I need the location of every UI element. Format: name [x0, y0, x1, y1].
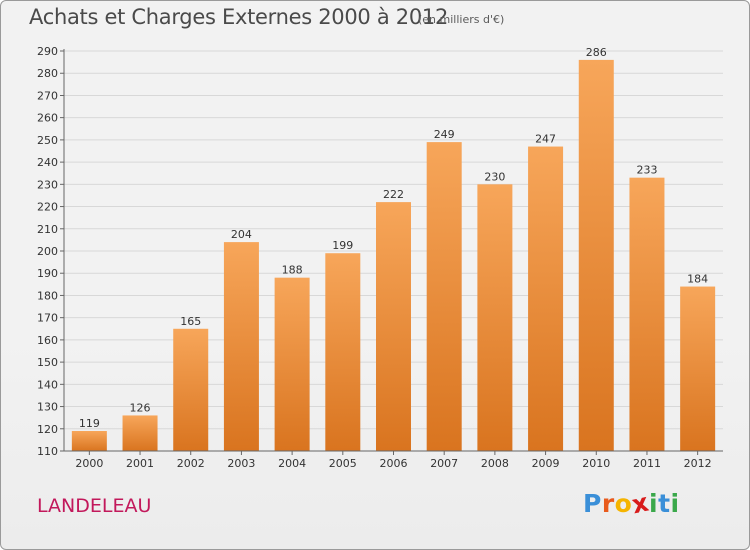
logo-letter: r: [601, 489, 615, 518]
value-label: 286: [586, 46, 607, 59]
x-tick-label: 2000: [75, 457, 103, 470]
bar-2002: [173, 328, 209, 451]
x-tick-label: 2010: [582, 457, 610, 470]
x-tick-label: 2009: [532, 457, 560, 470]
y-tick-label: 170: [37, 312, 58, 325]
bar-2005: [325, 253, 361, 451]
value-label: 184: [687, 273, 708, 286]
x-tick-label: 2005: [329, 457, 357, 470]
x-tick-label: 2004: [278, 457, 306, 470]
bar-2007: [426, 142, 462, 451]
value-label: 119: [79, 417, 100, 430]
y-tick-label: 130: [37, 401, 58, 414]
y-tick-label: 290: [37, 45, 58, 58]
y-tick-label: 190: [37, 267, 58, 280]
y-tick-label: 140: [37, 378, 58, 391]
value-label: 204: [231, 228, 252, 241]
x-tick-label: 2008: [481, 457, 509, 470]
value-label: 165: [180, 315, 201, 328]
x-axis-ticks: 2000 2001 2002 2003 2004 2005 2006 2007 2008 2009…: [75, 451, 712, 470]
bar-2003: [223, 242, 259, 451]
value-labels: 119 126 165 204 188 199 222 249 230 247 286 233 184: [79, 46, 708, 430]
logo-letter: o: [614, 489, 633, 518]
y-tick-label: 150: [37, 356, 58, 369]
x-tick-label: 2011: [633, 457, 661, 470]
y-tick-label: 240: [37, 156, 58, 169]
bars: [71, 59, 716, 452]
y-tick-label: 230: [37, 178, 58, 191]
bar-2008: [477, 184, 513, 452]
logo-letter: t: [658, 489, 671, 518]
bar-2010: [578, 59, 614, 452]
y-tick-label: 160: [37, 334, 58, 347]
y-axis-ticks: 110 120 130 140 150 160 170 180 190 200 210 220 230 2…: [37, 45, 64, 458]
y-tick-label: 220: [37, 201, 58, 214]
bar-2009: [528, 146, 564, 452]
chart-title: Achats et Charges Externes 2000 à 2012: [29, 5, 449, 29]
y-tick-label: 270: [37, 89, 58, 102]
y-tick-label: 110: [37, 445, 58, 458]
bar-2000: [71, 431, 107, 451]
y-tick-label: 180: [37, 289, 58, 302]
y-tick-label: 210: [37, 223, 58, 236]
y-tick-label: 120: [37, 423, 58, 436]
y-tick-label: 280: [37, 67, 58, 80]
value-label: 249: [434, 128, 455, 141]
location-label: LANDELEAU: [37, 495, 152, 517]
logo-letter: P: [583, 489, 602, 518]
value-label: 126: [130, 401, 151, 414]
bar-2011: [629, 177, 665, 451]
x-tick-label: 2003: [227, 457, 255, 470]
bar-2004: [274, 277, 310, 451]
x-tick-label: 2001: [126, 457, 154, 470]
logo-letter: i: [670, 489, 680, 518]
value-label: 230: [484, 170, 505, 183]
y-tick-label: 200: [37, 245, 58, 258]
value-label: 233: [636, 164, 657, 177]
value-label: 199: [332, 239, 353, 252]
x-tick-label: 2007: [430, 457, 458, 470]
proxiti-logo: Proxiti: [583, 488, 680, 520]
value-label: 222: [383, 188, 404, 201]
bar-2012: [680, 286, 716, 451]
logo-letter: i: [649, 489, 659, 518]
bar-2001: [122, 415, 158, 451]
y-tick-label: 260: [37, 112, 58, 125]
y-tick-label: 250: [37, 134, 58, 147]
bar-2006: [376, 202, 411, 451]
x-tick-label: 2012: [684, 457, 712, 470]
x-tick-label: 2006: [380, 457, 408, 470]
x-tick-label: 2002: [177, 457, 205, 470]
value-label: 247: [535, 133, 556, 146]
value-label: 188: [282, 264, 303, 277]
chart-unit: (en milliers d'€): [418, 13, 505, 26]
